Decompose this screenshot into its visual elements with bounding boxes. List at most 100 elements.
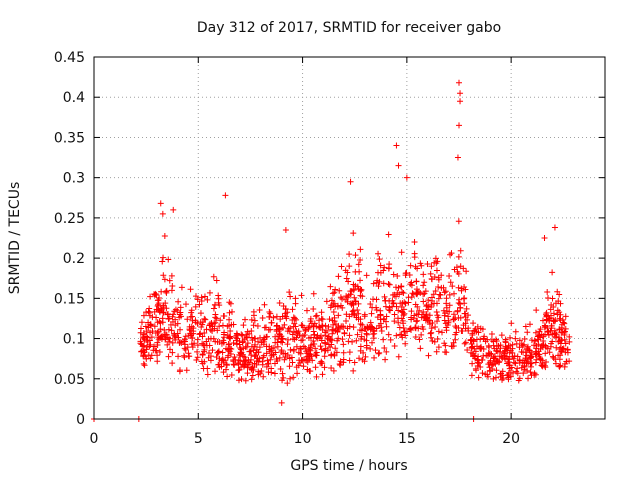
data-point <box>509 369 516 376</box>
data-point <box>428 294 435 301</box>
data-point <box>329 290 336 297</box>
data-point <box>408 308 415 315</box>
data-point <box>361 358 368 365</box>
data-point <box>162 335 169 342</box>
data-point <box>345 278 352 285</box>
data-point <box>188 331 195 338</box>
data-point <box>194 296 201 303</box>
data-point <box>563 358 570 365</box>
data-point <box>487 367 494 374</box>
data-point <box>391 318 398 325</box>
data-point <box>155 300 162 307</box>
data-point <box>222 192 229 199</box>
data-point <box>427 270 434 277</box>
data-point <box>222 357 229 364</box>
data-point <box>486 364 493 371</box>
data-point <box>311 341 318 348</box>
data-point <box>336 325 343 332</box>
data-point <box>353 337 360 344</box>
y-tick-label: 0.25 <box>54 211 85 227</box>
data-point <box>512 360 519 367</box>
data-point <box>363 342 370 349</box>
data-point <box>542 364 549 371</box>
data-point <box>169 318 176 325</box>
data-point <box>138 319 145 326</box>
data-point <box>230 357 237 364</box>
data-point <box>445 313 452 320</box>
data-point <box>414 317 421 324</box>
data-point <box>152 329 159 336</box>
data-point <box>460 295 467 302</box>
data-point <box>474 356 481 363</box>
data-point <box>349 338 356 345</box>
data-point <box>166 277 173 284</box>
data-point <box>212 314 219 321</box>
data-point <box>176 338 183 345</box>
data-point <box>168 272 175 279</box>
data-point <box>224 323 231 330</box>
data-point <box>362 353 369 360</box>
data-point <box>186 327 193 334</box>
data-point <box>475 353 482 360</box>
data-point <box>237 352 244 359</box>
data-point <box>526 321 533 328</box>
data-point <box>235 367 242 374</box>
data-point <box>552 356 559 363</box>
data-point <box>310 305 317 312</box>
data-point <box>399 289 406 296</box>
data-point <box>204 296 211 303</box>
data-point <box>201 293 208 300</box>
data-point <box>477 336 484 343</box>
data-point <box>477 364 484 371</box>
data-point <box>474 323 481 330</box>
data-point <box>337 358 344 365</box>
data-point <box>332 286 339 293</box>
data-point <box>339 304 346 311</box>
data-point <box>368 310 375 317</box>
data-point <box>354 306 361 313</box>
data-point <box>450 316 457 323</box>
data-point <box>539 363 546 370</box>
data-point <box>524 345 531 352</box>
data-point <box>425 297 432 304</box>
data-point <box>284 380 291 387</box>
data-point <box>214 349 221 356</box>
data-point <box>281 356 288 363</box>
data-point <box>200 348 207 355</box>
data-point <box>146 305 153 312</box>
data-point <box>250 347 257 354</box>
data-point <box>182 333 189 340</box>
data-point <box>361 325 368 332</box>
data-point <box>350 310 357 317</box>
data-point <box>287 375 294 382</box>
data-point <box>417 289 424 296</box>
data-point <box>533 350 540 357</box>
data-point <box>486 344 493 351</box>
data-point <box>286 355 293 362</box>
data-point <box>533 307 540 314</box>
data-point <box>383 323 390 330</box>
data-point <box>165 256 172 263</box>
data-point <box>512 335 519 342</box>
data-point <box>412 301 419 308</box>
data-point <box>530 342 537 349</box>
data-point <box>227 345 234 352</box>
data-point <box>454 268 461 275</box>
data-point <box>284 341 291 348</box>
data-point <box>425 317 432 324</box>
data-points <box>91 79 573 422</box>
data-point <box>428 263 435 270</box>
data-point <box>340 359 347 366</box>
data-point <box>330 321 337 328</box>
data-point <box>422 288 429 295</box>
data-point <box>506 334 513 341</box>
data-point <box>402 332 409 339</box>
y-tick-label: 0.35 <box>54 130 85 146</box>
data-point <box>487 357 494 364</box>
data-point <box>433 348 440 355</box>
y-tick-label: 0.05 <box>54 372 85 388</box>
data-point <box>475 329 482 336</box>
data-point <box>205 354 212 361</box>
data-point <box>522 323 529 330</box>
data-point <box>204 365 211 372</box>
